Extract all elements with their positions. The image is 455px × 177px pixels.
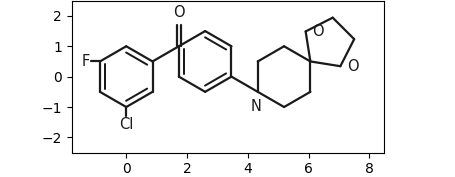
Text: O: O	[312, 24, 323, 39]
Text: O: O	[346, 59, 358, 74]
Text: Cl: Cl	[119, 117, 133, 132]
Text: F: F	[82, 54, 90, 69]
Text: N: N	[250, 99, 261, 113]
Text: O: O	[172, 5, 184, 20]
